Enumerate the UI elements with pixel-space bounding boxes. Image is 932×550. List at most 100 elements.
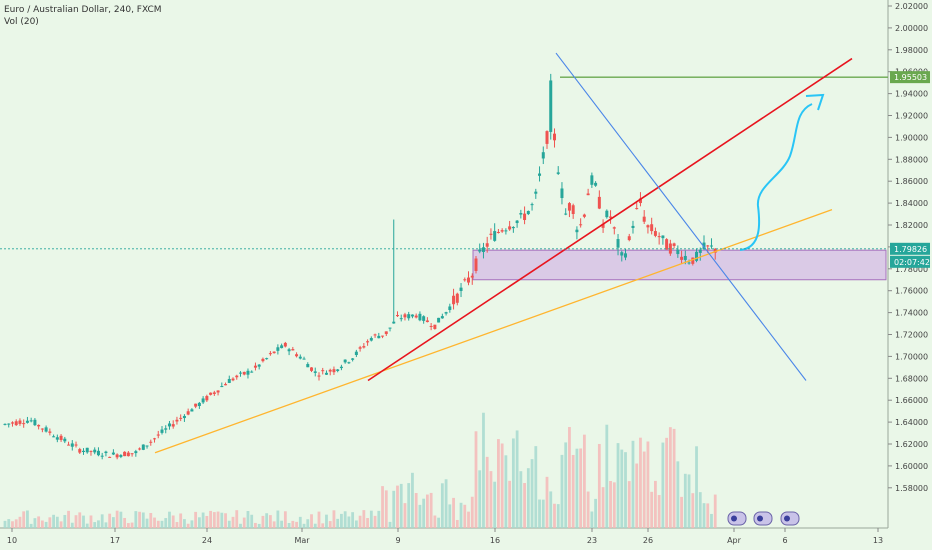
price-tick-label: 1.82000	[895, 221, 928, 230]
candle-body	[205, 396, 209, 401]
volume-bar	[657, 495, 661, 528]
volume-bar	[590, 511, 594, 528]
candle-body	[388, 327, 392, 329]
candle-body	[220, 386, 224, 388]
price-tick-label: 1.78000	[895, 265, 928, 274]
volume-bar	[257, 523, 261, 528]
volume-bar	[560, 454, 564, 528]
volume-indicator-label: Vol (20)	[4, 17, 39, 27]
volume-bar	[508, 480, 512, 528]
candle-body	[485, 243, 489, 247]
candle-body	[665, 239, 669, 250]
candle-body	[534, 191, 538, 194]
candle-body	[22, 423, 26, 425]
candle-body	[399, 318, 403, 320]
volume-bar	[18, 516, 22, 528]
volume-bar	[52, 514, 55, 528]
candle-body	[455, 293, 459, 303]
volume-bar	[93, 522, 97, 528]
countdown-badge	[890, 255, 930, 268]
volume-bar	[553, 503, 556, 528]
candle-body	[493, 231, 497, 241]
date-tick-label: 23	[587, 536, 597, 545]
candle-body	[242, 371, 246, 375]
volume-bar	[104, 522, 108, 528]
volume-bar	[141, 512, 145, 528]
candle-body	[96, 450, 100, 456]
volume-bar	[601, 487, 605, 528]
price-tick-label: 1.62000	[895, 440, 928, 449]
price-tick-label: 1.86000	[895, 177, 928, 186]
volume-bar	[429, 492, 433, 528]
volume-bar	[470, 496, 474, 528]
price-tick-label: 1.60000	[895, 462, 928, 471]
candle-body	[216, 390, 220, 393]
volume-bar	[123, 517, 127, 528]
date-tick-label: Apr	[727, 536, 742, 545]
candle-body	[556, 172, 560, 174]
volume-bar	[97, 520, 100, 528]
level-price-badge	[890, 71, 930, 84]
volume-bar	[351, 512, 355, 528]
candle-body	[339, 366, 343, 369]
volume-bar	[680, 496, 683, 528]
candle-body	[474, 258, 478, 271]
candle-body	[324, 372, 328, 375]
volume-bar	[283, 511, 287, 528]
projection-arrow-head-icon	[805, 93, 825, 111]
price-tick-label: 1.66000	[895, 396, 928, 405]
volume-bar	[291, 520, 295, 528]
candle-body	[78, 449, 82, 453]
candle-body	[410, 314, 414, 317]
volume-bar	[698, 492, 702, 528]
volume-bar	[639, 437, 642, 528]
candle-body	[276, 347, 280, 351]
date-tick-label: 17	[110, 536, 120, 545]
volume-bar	[246, 511, 250, 528]
volume-bar	[485, 456, 489, 528]
volume-bar	[37, 516, 41, 528]
volume-bar	[280, 520, 284, 528]
candle-body	[661, 235, 665, 239]
price-tick-label: 1.74000	[895, 309, 928, 318]
candle-body	[496, 231, 500, 233]
price-tick-label: 1.94000	[895, 90, 928, 99]
volume-bar	[642, 451, 646, 528]
volume-bar	[67, 510, 70, 528]
candle-body	[212, 392, 216, 394]
volume-bar	[183, 519, 186, 528]
volume-bar	[112, 517, 115, 528]
candle-body	[336, 369, 340, 371]
candle-body	[59, 435, 63, 440]
volume-bar	[478, 470, 482, 528]
volume-bar	[295, 521, 298, 528]
volume-bar	[14, 519, 18, 528]
candle-body	[3, 423, 7, 425]
volume-bar	[74, 515, 78, 528]
symbol-title: Euro / Australian Dollar, 240, FXCM	[4, 5, 162, 15]
candle-body	[10, 422, 14, 424]
candle-body	[549, 80, 553, 132]
candle-body	[653, 231, 657, 236]
candle-body	[156, 434, 160, 436]
candle-body	[231, 378, 235, 381]
descending-trendline	[555, 52, 807, 381]
date-tick-label: 26	[643, 536, 653, 545]
candle-body	[504, 230, 508, 232]
candle-body	[698, 249, 702, 253]
candle-body	[440, 316, 444, 319]
candle-body	[186, 411, 190, 415]
volume-bar	[612, 482, 616, 528]
price-tick-label: 1.72000	[895, 331, 928, 340]
volume-bar	[489, 471, 493, 528]
candle-body	[81, 450, 85, 453]
volume-bar	[676, 461, 680, 528]
candle-body	[691, 257, 695, 264]
date-tick-label: 13	[873, 536, 883, 545]
date-tick-label: 16	[490, 536, 500, 545]
volume-bar	[108, 513, 112, 528]
candle-body	[706, 245, 710, 247]
volume-bar	[298, 516, 302, 528]
